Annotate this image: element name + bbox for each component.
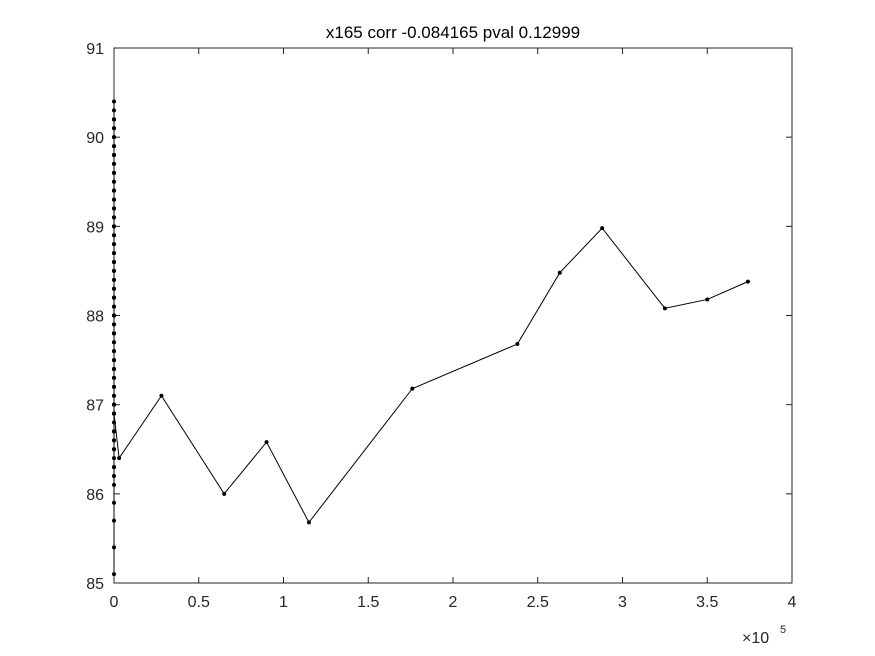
- data-point: [112, 447, 116, 452]
- data-point: [112, 233, 116, 238]
- data-point: [112, 518, 116, 523]
- data-point: [112, 144, 116, 149]
- data-point: [112, 99, 116, 104]
- data-point: [112, 206, 116, 211]
- x-axis-exponent: ×10 5: [742, 624, 786, 647]
- data-point: [662, 306, 667, 311]
- data-point: [112, 545, 116, 550]
- x-axis: 0 0.5 1 1.5 2 2.5 3 3.5 4: [110, 48, 797, 611]
- y-tick-label: 86: [86, 487, 104, 504]
- x-tick-label: 2: [449, 594, 458, 611]
- x-tick-label: 3.5: [696, 594, 718, 611]
- data-point: [515, 342, 520, 347]
- data-point: [112, 260, 116, 264]
- data-point: [112, 340, 116, 345]
- data-point: [112, 331, 116, 336]
- x-exponent-power: 5: [780, 624, 786, 636]
- data-point: [600, 226, 605, 231]
- x-tick-label: 3: [618, 594, 627, 611]
- x-tick-label: 1: [279, 594, 288, 611]
- data-point: [112, 277, 116, 282]
- chart-title: x165 corr -0.084165 pval 0.12999: [326, 23, 580, 42]
- data-point: [112, 304, 116, 309]
- data-point: [112, 170, 116, 175]
- data-point: [112, 108, 116, 113]
- data-point: [159, 393, 164, 398]
- data-point: [112, 215, 116, 220]
- data-point: [112, 349, 116, 354]
- data-point: [112, 313, 116, 318]
- data-point: [410, 386, 415, 391]
- y-axis: 85 86 87 88 89 90 91: [86, 41, 792, 593]
- data-point: [112, 135, 116, 140]
- y-tick-label: 89: [86, 219, 104, 236]
- data-point: [222, 491, 227, 496]
- data-point: [112, 224, 116, 229]
- data-point: [112, 251, 116, 256]
- x-tick-label: 1.5: [357, 594, 379, 611]
- axes-box: [113, 47, 793, 584]
- data-point: [112, 482, 116, 487]
- x-tick-label: 4: [788, 594, 797, 611]
- y-tick-label: 90: [86, 130, 104, 147]
- x-tick-label: 0.5: [188, 594, 210, 611]
- data-point: [112, 411, 116, 416]
- y-tick-label: 91: [86, 41, 104, 58]
- data-point: [112, 500, 116, 505]
- data-point: [112, 179, 116, 184]
- data-point: [112, 367, 116, 371]
- data-point: [112, 268, 116, 273]
- data-point: [705, 297, 710, 302]
- x-exponent-base: ×10: [742, 630, 769, 647]
- data-point: [306, 520, 311, 525]
- data-point: [112, 420, 116, 425]
- data-point: [112, 117, 116, 122]
- data-point: [112, 465, 116, 470]
- data-point: [112, 358, 116, 363]
- y-tick-label: 88: [86, 309, 104, 326]
- plot-area: [113, 47, 793, 584]
- data-point: [112, 161, 116, 166]
- data-point: [112, 188, 116, 193]
- data-point: [112, 126, 116, 131]
- data-point: [112, 429, 116, 434]
- data-point: [557, 270, 562, 275]
- data-point: [112, 197, 116, 202]
- data-point: [264, 440, 269, 445]
- x-tick-label: 2.5: [527, 594, 549, 611]
- data-point: [112, 286, 116, 291]
- data-point: [112, 295, 116, 300]
- series-line: [113, 101, 749, 575]
- data-point: [112, 402, 116, 407]
- data-point: [117, 456, 122, 461]
- data-point: [112, 456, 116, 461]
- data-point: [112, 384, 116, 389]
- data-point: [112, 375, 116, 380]
- data-point: [112, 474, 116, 478]
- series-layer: [112, 99, 750, 577]
- data-point: [745, 279, 750, 284]
- data-point: [112, 438, 116, 443]
- x-tick-label: 0: [110, 594, 119, 611]
- y-tick-label: 85: [86, 576, 104, 593]
- data-point: [112, 153, 116, 157]
- y-tick-label: 87: [86, 398, 104, 415]
- data-point: [112, 322, 116, 327]
- data-point: [112, 572, 116, 577]
- data-point: [112, 393, 116, 398]
- data-point: [112, 242, 116, 247]
